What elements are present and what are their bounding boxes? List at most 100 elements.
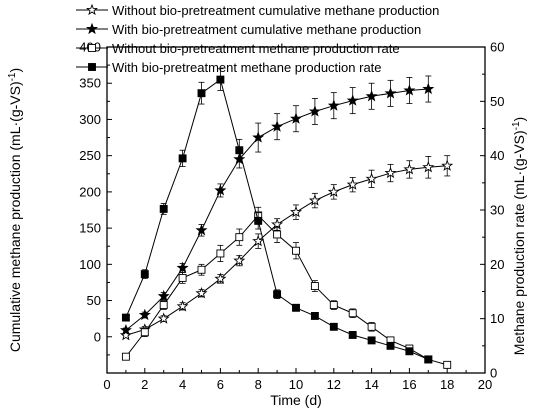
legend-marker-series-3 bbox=[88, 44, 96, 52]
series-2-point bbox=[290, 112, 302, 124]
y-left-tick-label: 300 bbox=[79, 112, 101, 127]
series-3-point bbox=[197, 265, 206, 274]
series-4-point bbox=[140, 270, 149, 279]
series-4-point bbox=[273, 290, 282, 299]
left-axis-title-end: ) bbox=[7, 68, 23, 73]
series-1-point bbox=[233, 254, 246, 266]
plot-marks bbox=[119, 68, 454, 369]
legend-item-series-2: With bio-pretreatment cumulative methane… bbox=[76, 22, 421, 37]
plot-frame bbox=[106, 46, 486, 374]
legend-marker-shape bbox=[86, 3, 98, 16]
series-1-point bbox=[384, 166, 397, 179]
y-left-tick-label: 100 bbox=[79, 257, 101, 272]
y-right-tick-label: 20 bbox=[490, 257, 504, 272]
series-1-point bbox=[119, 329, 132, 341]
series-2-point bbox=[195, 223, 208, 236]
series-3-point bbox=[140, 328, 149, 337]
x-tick-label: 0 bbox=[103, 377, 110, 392]
y-left-tick-label: 200 bbox=[79, 184, 101, 199]
x-tick-label: 10 bbox=[289, 377, 303, 392]
series-2-point bbox=[252, 131, 265, 143]
x-tick-label: 20 bbox=[478, 377, 492, 392]
series-1-point bbox=[422, 160, 435, 173]
series-4-point bbox=[121, 313, 130, 322]
right-axis-title: Methane production rate (mL·(g-VS)-1) bbox=[511, 117, 527, 355]
series-4 bbox=[121, 68, 433, 364]
series-2-point bbox=[422, 82, 435, 95]
series-1-point bbox=[327, 185, 340, 197]
series-4-point bbox=[292, 303, 300, 312]
series-1-point bbox=[214, 272, 227, 284]
legend-marker-shape bbox=[86, 22, 98, 35]
axis-ticks: 0246810121416182005010015020025030035040… bbox=[79, 40, 504, 393]
series-1-point bbox=[308, 194, 321, 206]
legend-label-series-2: With bio-pretreatment cumulative methane… bbox=[112, 22, 421, 37]
series-4-point bbox=[386, 341, 395, 350]
legend-label-series-4: With bio-pretreatment methane production… bbox=[112, 60, 382, 75]
series-3-point bbox=[367, 322, 376, 331]
left-axis-title: Cumulative methane production (mL·(g-VS)… bbox=[7, 68, 23, 352]
series-2-point bbox=[365, 89, 378, 102]
series-3-point bbox=[292, 246, 300, 255]
x-tick-label: 18 bbox=[440, 377, 454, 392]
legend-label-series-1: Without bio-pretreatment cumulative meth… bbox=[112, 3, 439, 18]
y-right-tick-label: 0 bbox=[490, 366, 497, 381]
x-tick-label: 14 bbox=[364, 377, 378, 392]
right-axis-title-main: Methane production rate (mL·(g-VS) bbox=[511, 130, 527, 355]
series-1-point bbox=[403, 163, 416, 175]
x-axis-title: Time (d) bbox=[270, 392, 322, 408]
series-1-point bbox=[365, 172, 378, 184]
series-2-point bbox=[138, 308, 151, 321]
series-3-point bbox=[235, 233, 244, 242]
series-3-point bbox=[159, 301, 168, 310]
legend-item-series-4: With bio-pretreatment methane production… bbox=[76, 60, 382, 75]
right-axis-title-end: ) bbox=[511, 117, 527, 122]
legend-marker-series-1 bbox=[86, 3, 98, 16]
series-2-point bbox=[327, 99, 340, 111]
y-left-tick-label: 350 bbox=[79, 76, 101, 91]
series-4-point bbox=[254, 216, 263, 225]
legend-label-series-3: Without bio-pretreatment methane product… bbox=[112, 41, 400, 56]
legend-marker-series-2 bbox=[86, 22, 98, 35]
series-3-point bbox=[273, 230, 282, 239]
series-4-point bbox=[197, 89, 206, 98]
y-right-tick-label: 30 bbox=[490, 203, 504, 218]
y-left-tick-label: 50 bbox=[87, 293, 101, 308]
legend-marker-shape bbox=[88, 63, 96, 71]
series-4-point bbox=[367, 336, 376, 345]
left-axis-title-sup: -1 bbox=[7, 72, 18, 81]
y-right-tick-label: 50 bbox=[490, 94, 504, 109]
series-3-point bbox=[329, 301, 338, 310]
series-4-point bbox=[405, 347, 414, 356]
series-2-point bbox=[214, 184, 227, 196]
right-axis-title-sup: -1 bbox=[511, 121, 522, 130]
series-4-point bbox=[235, 146, 244, 155]
series-1-point bbox=[441, 159, 454, 171]
series-1-point bbox=[176, 300, 189, 312]
x-tick-label: 4 bbox=[179, 377, 186, 392]
series-3-point bbox=[310, 282, 319, 291]
x-tick-label: 16 bbox=[402, 377, 416, 392]
series-3-point bbox=[121, 352, 130, 361]
legend: Without bio-pretreatment cumulative meth… bbox=[76, 3, 439, 75]
series-4-point bbox=[424, 355, 433, 364]
legend-marker-series-4 bbox=[88, 63, 96, 71]
series-1-point bbox=[195, 287, 208, 299]
y-right-tick-label: 60 bbox=[490, 40, 504, 55]
x-tick-label: 8 bbox=[255, 377, 262, 392]
series-3-point bbox=[348, 309, 357, 318]
series-2-point bbox=[403, 84, 416, 96]
left-axis-title-main: Cumulative methane production (mL·(g-VS) bbox=[7, 81, 23, 352]
series-1-point bbox=[157, 312, 170, 324]
series-3-point bbox=[216, 249, 225, 258]
y-right-tick-label: 10 bbox=[490, 311, 504, 326]
series-4-point bbox=[329, 322, 338, 331]
series-2-point bbox=[346, 94, 359, 106]
series-2-point bbox=[157, 289, 170, 302]
series-4-point bbox=[216, 75, 225, 84]
series-1-point bbox=[346, 178, 359, 190]
x-tick-label: 12 bbox=[327, 377, 341, 392]
series-2-point bbox=[384, 87, 397, 99]
series-4-point bbox=[159, 204, 168, 213]
